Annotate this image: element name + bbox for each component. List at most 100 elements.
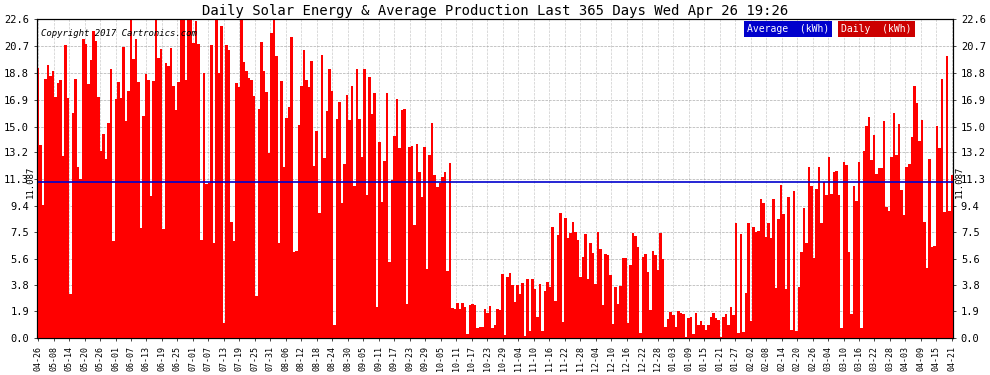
Bar (476, 328, 479, 338)
Bar (64, 45, 67, 338)
Bar (484, 309, 486, 338)
Bar (787, 196, 790, 338)
Bar (203, 74, 205, 338)
Bar (59, 80, 62, 338)
Bar (159, 49, 162, 338)
Bar (429, 155, 431, 338)
Bar (720, 337, 723, 338)
Bar (77, 167, 79, 338)
Bar (140, 228, 143, 338)
Bar (735, 223, 738, 338)
Bar (674, 327, 677, 338)
Bar (230, 222, 233, 338)
Bar (697, 326, 700, 338)
Bar (494, 324, 496, 338)
Bar (749, 321, 752, 338)
Bar (514, 302, 517, 338)
Bar (604, 254, 607, 338)
Bar (431, 123, 434, 338)
Bar (561, 322, 564, 338)
Bar (928, 159, 931, 338)
Bar (712, 313, 715, 338)
Bar (175, 110, 177, 338)
Bar (157, 58, 159, 338)
Bar (945, 56, 948, 338)
Bar (252, 96, 255, 338)
Bar (409, 147, 411, 338)
Bar (943, 211, 945, 338)
Bar (654, 255, 657, 338)
Bar (40, 145, 42, 338)
Bar (273, 20, 275, 338)
Bar (762, 203, 765, 338)
Bar (841, 328, 842, 338)
Bar (411, 146, 414, 338)
Bar (283, 167, 285, 338)
Bar (260, 42, 262, 338)
Bar (800, 252, 803, 338)
Bar (838, 195, 841, 338)
Bar (594, 284, 597, 338)
Text: Copyright 2017 Cartronics.com: Copyright 2017 Cartronics.com (42, 29, 197, 38)
Bar (143, 116, 145, 338)
Bar (228, 50, 230, 338)
Bar (208, 183, 210, 338)
Bar (576, 240, 579, 338)
Bar (728, 325, 730, 338)
Bar (458, 309, 461, 338)
Text: 11.087: 11.087 (26, 166, 35, 198)
Bar (333, 325, 336, 338)
Bar (360, 157, 363, 338)
Bar (795, 331, 798, 338)
Bar (888, 211, 890, 338)
Text: 11.087: 11.087 (955, 166, 964, 198)
Bar (534, 289, 537, 338)
Bar (346, 95, 348, 338)
Bar (321, 56, 323, 338)
Bar (62, 156, 64, 338)
Bar (544, 291, 546, 338)
Bar (285, 118, 288, 338)
Bar (92, 31, 95, 338)
Bar (893, 113, 895, 338)
Bar (250, 80, 252, 338)
Bar (323, 158, 326, 338)
Bar (100, 151, 102, 338)
Bar (828, 157, 831, 338)
Bar (47, 65, 50, 338)
Bar (589, 243, 592, 338)
Bar (97, 97, 100, 338)
Bar (669, 312, 672, 338)
Bar (870, 160, 873, 338)
Bar (847, 252, 850, 338)
Bar (632, 233, 635, 338)
Bar (383, 161, 386, 338)
Bar (890, 157, 893, 338)
Bar (519, 294, 522, 338)
Bar (419, 172, 421, 338)
Bar (875, 174, 878, 338)
Bar (733, 315, 735, 338)
Bar (652, 252, 654, 338)
Bar (280, 81, 283, 338)
Bar (695, 313, 697, 338)
Bar (489, 306, 491, 338)
Bar (537, 317, 539, 338)
Bar (275, 56, 278, 338)
Bar (939, 148, 940, 338)
Bar (133, 59, 135, 338)
Bar (702, 325, 705, 338)
Bar (426, 269, 429, 338)
Bar (67, 99, 69, 338)
Bar (398, 148, 401, 338)
Bar (50, 76, 51, 338)
Bar (338, 102, 341, 338)
Bar (388, 262, 391, 338)
Bar (873, 135, 875, 338)
Bar (622, 258, 625, 338)
Bar (466, 334, 468, 338)
Bar (617, 304, 620, 338)
Bar (700, 321, 702, 338)
Bar (197, 44, 200, 338)
Bar (646, 272, 649, 338)
